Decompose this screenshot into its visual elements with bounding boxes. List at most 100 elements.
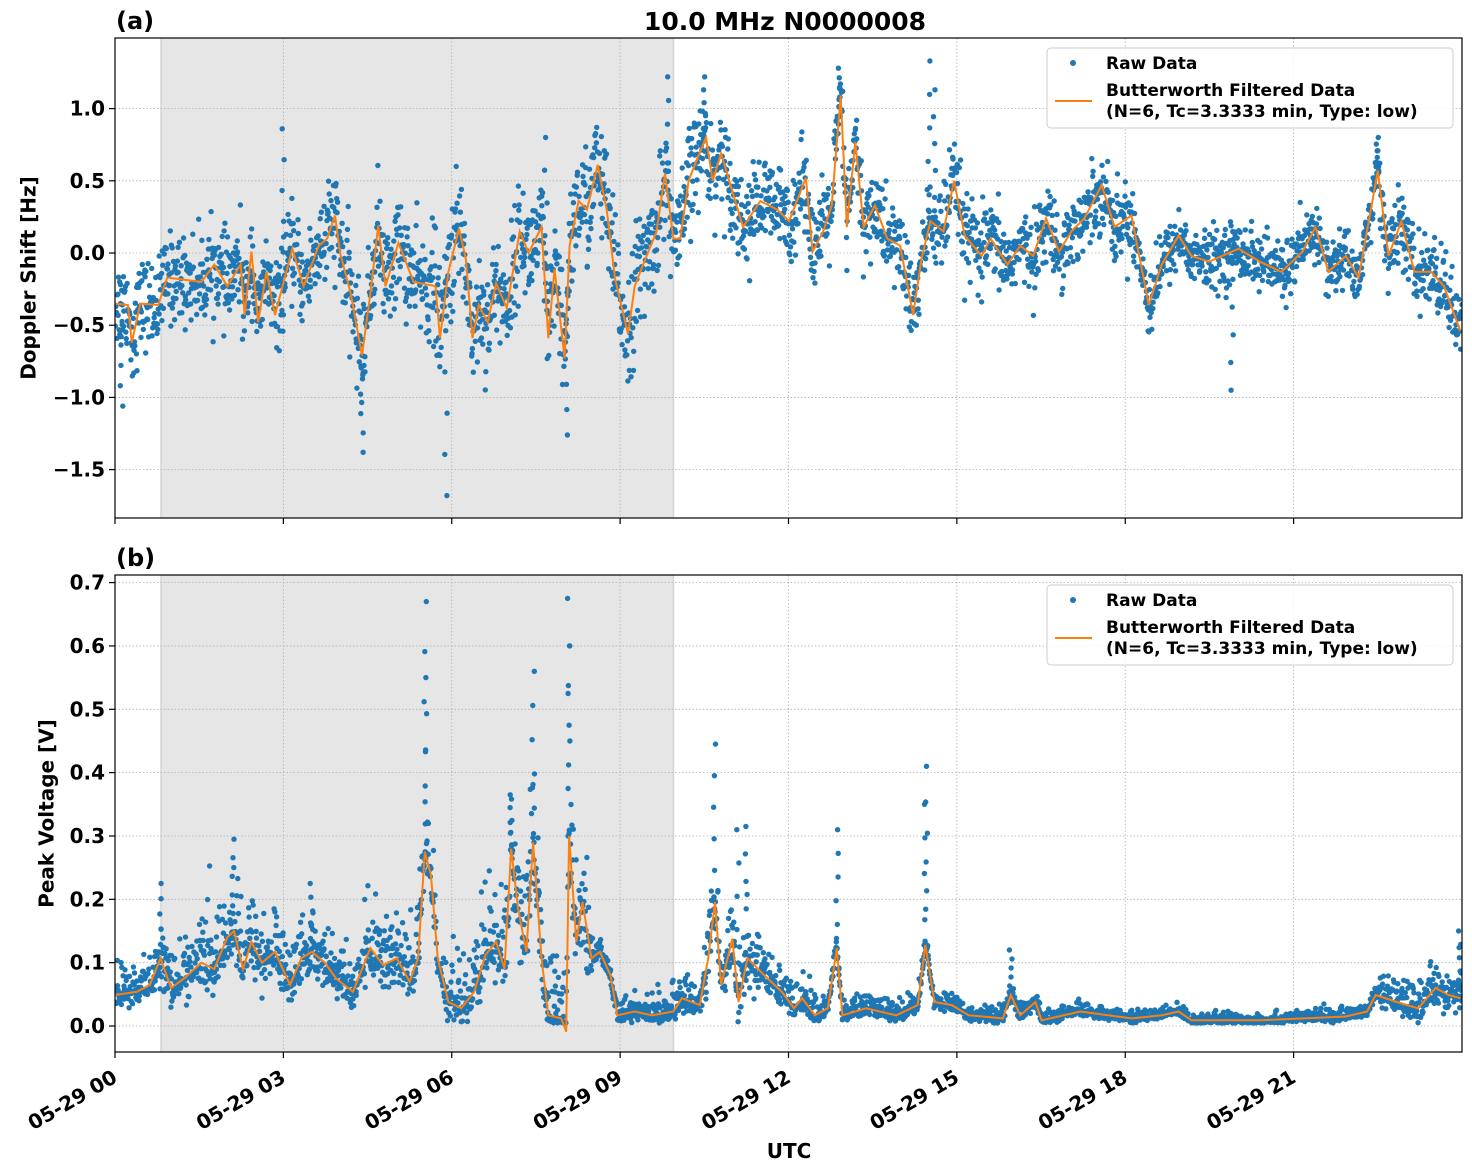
raw-data-point bbox=[574, 184, 579, 189]
raw-data-point bbox=[720, 144, 725, 149]
raw-data-point bbox=[1052, 198, 1057, 203]
raw-data-point bbox=[411, 250, 416, 255]
raw-data-point bbox=[727, 161, 732, 166]
raw-data-point bbox=[386, 984, 391, 989]
raw-data-point bbox=[460, 294, 465, 299]
raw-data-point bbox=[502, 973, 507, 978]
raw-data-point bbox=[1453, 342, 1458, 347]
raw-data-point bbox=[758, 945, 763, 950]
raw-data-point bbox=[685, 215, 690, 220]
raw-data-point bbox=[637, 254, 642, 259]
raw-data-point bbox=[711, 895, 716, 900]
raw-data-point bbox=[168, 323, 173, 328]
raw-data-point bbox=[674, 262, 679, 267]
raw-data-point bbox=[747, 278, 752, 283]
raw-data-point bbox=[191, 264, 196, 269]
raw-data-point bbox=[240, 975, 245, 980]
raw-data-point bbox=[726, 916, 731, 921]
raw-data-point bbox=[726, 136, 731, 141]
raw-data-point bbox=[131, 964, 136, 969]
raw-data-point bbox=[681, 184, 686, 189]
raw-data-point bbox=[406, 945, 411, 950]
raw-data-point bbox=[816, 226, 821, 231]
raw-data-point bbox=[680, 165, 685, 170]
raw-data-point bbox=[1235, 235, 1240, 240]
raw-data-point bbox=[793, 252, 798, 257]
raw-data-point bbox=[494, 923, 499, 928]
raw-data-point bbox=[1131, 259, 1136, 264]
raw-data-point bbox=[281, 219, 286, 224]
raw-data-point bbox=[1347, 273, 1352, 278]
raw-data-point bbox=[1264, 225, 1269, 230]
raw-data-point bbox=[289, 304, 294, 309]
raw-data-point bbox=[454, 201, 459, 206]
raw-data-point bbox=[755, 185, 760, 190]
raw-data-point bbox=[942, 198, 947, 203]
raw-data-point bbox=[1418, 314, 1423, 319]
raw-data-point bbox=[1087, 240, 1092, 245]
raw-data-point bbox=[1249, 219, 1254, 224]
raw-data-point bbox=[956, 232, 961, 237]
raw-data-point bbox=[216, 291, 221, 296]
raw-data-point bbox=[1447, 288, 1452, 293]
raw-data-point bbox=[347, 961, 352, 966]
raw-data-point bbox=[1425, 247, 1430, 252]
raw-data-point bbox=[254, 329, 259, 334]
raw-data-point bbox=[393, 941, 398, 946]
raw-data-point bbox=[159, 271, 164, 276]
raw-data-point bbox=[300, 259, 305, 264]
raw-data-point bbox=[1057, 267, 1062, 272]
raw-data-point bbox=[1172, 224, 1177, 229]
raw-data-point bbox=[501, 272, 506, 277]
raw-data-point bbox=[437, 353, 442, 358]
raw-data-point bbox=[147, 283, 152, 288]
raw-data-point bbox=[313, 929, 318, 934]
raw-data-point bbox=[688, 145, 693, 150]
raw-data-point bbox=[1023, 214, 1028, 219]
raw-data-point bbox=[211, 316, 216, 321]
raw-data-point bbox=[522, 290, 527, 295]
raw-data-point bbox=[1085, 189, 1090, 194]
raw-data-point bbox=[477, 258, 482, 263]
raw-data-point bbox=[620, 294, 625, 299]
raw-data-point bbox=[485, 302, 490, 307]
raw-data-point bbox=[1176, 207, 1181, 212]
raw-data-point bbox=[183, 327, 188, 332]
raw-data-point bbox=[1440, 298, 1445, 303]
raw-data-point bbox=[883, 178, 888, 183]
raw-data-point bbox=[213, 949, 218, 954]
raw-data-point bbox=[701, 100, 706, 105]
raw-data-point bbox=[209, 278, 214, 283]
raw-data-point bbox=[505, 333, 510, 338]
raw-data-point bbox=[932, 141, 937, 146]
raw-data-point bbox=[488, 909, 493, 914]
raw-data-point bbox=[787, 252, 792, 257]
raw-data-point bbox=[725, 146, 730, 151]
raw-data-point bbox=[236, 256, 241, 261]
raw-data-point bbox=[362, 306, 367, 311]
raw-data-point bbox=[249, 958, 254, 963]
raw-data-point bbox=[623, 993, 628, 998]
raw-data-point bbox=[866, 193, 871, 198]
raw-data-point bbox=[555, 1007, 560, 1012]
raw-data-point bbox=[985, 262, 990, 267]
raw-data-point bbox=[238, 928, 243, 933]
raw-data-point bbox=[246, 905, 251, 910]
raw-data-point bbox=[939, 260, 944, 265]
raw-data-point bbox=[222, 221, 227, 226]
raw-data-point bbox=[1392, 203, 1397, 208]
raw-data-point bbox=[199, 238, 204, 243]
raw-data-point bbox=[316, 233, 321, 238]
raw-data-point bbox=[248, 234, 253, 239]
raw-data-point bbox=[455, 994, 460, 999]
raw-data-point bbox=[517, 219, 522, 224]
raw-data-point bbox=[689, 136, 694, 141]
raw-data-point bbox=[583, 887, 588, 892]
raw-data-point bbox=[980, 194, 985, 199]
raw-data-point bbox=[1052, 228, 1057, 233]
raw-data-point bbox=[182, 253, 187, 258]
raw-data-point bbox=[531, 831, 536, 836]
raw-data-point bbox=[889, 245, 894, 250]
raw-data-point bbox=[460, 1018, 465, 1023]
